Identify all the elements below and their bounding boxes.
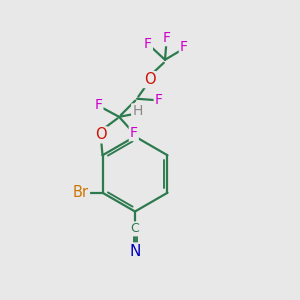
Text: N: N	[129, 244, 141, 259]
Text: H: H	[132, 104, 142, 118]
Text: F: F	[94, 98, 102, 112]
Text: F: F	[144, 37, 152, 51]
Text: F: F	[155, 93, 163, 107]
Text: O: O	[144, 72, 155, 87]
Text: F: F	[130, 126, 138, 140]
Text: F: F	[180, 40, 188, 55]
Text: F: F	[163, 31, 170, 45]
Text: O: O	[95, 127, 107, 142]
Text: C: C	[130, 222, 140, 236]
Text: Br: Br	[73, 185, 89, 200]
